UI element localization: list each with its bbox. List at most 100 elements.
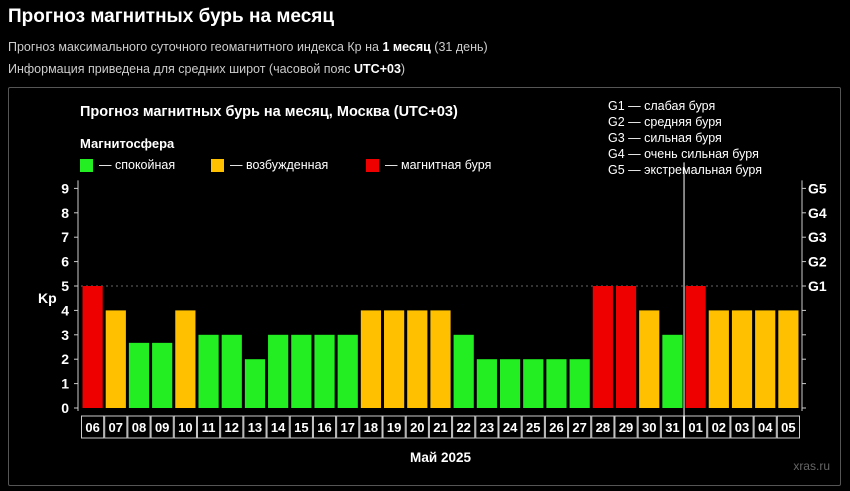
- g-legend-item: G4 — очень сильная буря: [608, 147, 759, 161]
- g-legend-item: G3 — сильная буря: [608, 131, 722, 145]
- bar-12: [221, 334, 242, 408]
- x-tick-label: 21: [433, 420, 447, 435]
- g-tick-label: G3: [808, 229, 827, 245]
- bar-02: [708, 310, 729, 408]
- x-tick-label: 31: [665, 420, 679, 435]
- x-label-box: [312, 415, 337, 439]
- subtitle-text: ): [400, 62, 406, 76]
- y-tick-label: 5: [61, 278, 69, 294]
- x-label-box: [776, 415, 801, 439]
- x-tick-label: 20: [410, 420, 424, 435]
- x-tick-label: 18: [364, 420, 378, 435]
- watermark: xras.ru: [793, 459, 830, 473]
- bar-10: [175, 310, 196, 408]
- legend-label: — спокойная: [99, 158, 176, 172]
- x-tick-label: 07: [109, 420, 123, 435]
- x-tick-label: 12: [225, 420, 239, 435]
- bar-01: [685, 286, 706, 408]
- x-tick-label: 15: [294, 420, 308, 435]
- bar-26: [546, 359, 567, 408]
- x-tick-label: 05: [781, 420, 795, 435]
- bar-27: [569, 359, 590, 408]
- x-tick-label: 22: [456, 420, 470, 435]
- subtitle-timezone: Информация приведена для средних широт (…: [8, 62, 405, 76]
- subtitle-text: Информация приведена для средних широт (…: [8, 62, 354, 76]
- y-tick-label: 3: [61, 327, 69, 343]
- bar-08: [128, 342, 150, 408]
- g-legend-item: G2 — средняя буря: [608, 115, 722, 129]
- bar-03: [731, 310, 753, 408]
- x-label-box: [243, 415, 267, 439]
- x-label-box: [382, 415, 406, 439]
- x-tick-label: 03: [735, 420, 749, 435]
- g-tick-label: G4: [808, 205, 827, 221]
- subtitle-bold: UTC+03: [354, 62, 401, 76]
- bar-07: [105, 310, 126, 408]
- bar-04: [755, 310, 776, 408]
- x-tick-label: 27: [572, 420, 586, 435]
- g-tick-label: G2: [808, 254, 827, 270]
- x-label-box: [753, 415, 777, 439]
- x-tick-label: 23: [480, 420, 494, 435]
- x-label-box: [452, 415, 476, 439]
- subtitle-text: (31 день): [430, 40, 488, 54]
- x-label-box: [544, 415, 569, 439]
- x-tick-label: 16: [317, 420, 331, 435]
- chart-panel: [8, 87, 841, 486]
- subtitle-period: Прогноз максимального суточного геомагни…: [8, 40, 488, 54]
- subtitle-bold: 1 месяц: [382, 40, 431, 54]
- bar-18: [360, 310, 382, 408]
- y-tick-label: 7: [61, 229, 69, 245]
- x-tick-label: 30: [642, 420, 656, 435]
- y-tick-label: 1: [61, 376, 69, 392]
- x-label-box: [150, 415, 174, 439]
- x-tick-label: 02: [712, 420, 726, 435]
- g-legend-item: G1 — слабая буря: [608, 99, 716, 113]
- legend-item-excited: — возбужденная: [211, 158, 328, 172]
- legend-swatch: [366, 158, 379, 172]
- bar-23: [476, 359, 497, 408]
- page-title: Прогноз магнитных бурь на месяц: [8, 6, 335, 27]
- bar-29: [615, 286, 637, 408]
- x-axis-label: Май 2025: [410, 450, 471, 465]
- g-tick-label: G1: [808, 278, 827, 294]
- g-legend-item: G5 — экстремальная буря: [608, 163, 763, 177]
- g-tick-label: G5: [808, 180, 827, 196]
- x-tick-label: 17: [340, 420, 354, 435]
- y-tick-label: 2: [61, 351, 69, 367]
- x-tick-label: 28: [596, 420, 610, 435]
- x-tick-label: 09: [155, 420, 169, 435]
- x-label-box: [81, 415, 105, 439]
- bar-17: [337, 334, 358, 408]
- x-label-box: [591, 415, 615, 439]
- bar-31: [662, 334, 683, 408]
- bar-06: [82, 286, 103, 408]
- legend-label: — возбужденная: [230, 158, 329, 172]
- legend-label: — магнитная буря: [385, 158, 492, 172]
- x-tick-label: 06: [85, 420, 99, 435]
- x-label-box: [475, 415, 499, 439]
- x-label-box: [127, 415, 151, 439]
- subtitle-text: Прогноз максимального суточного геомагни…: [8, 40, 383, 54]
- x-label-box: [730, 415, 754, 439]
- x-tick-label: 25: [526, 420, 540, 435]
- y-axis-label: Kp: [38, 290, 57, 306]
- bar-24: [499, 359, 521, 408]
- y-tick-label: 8: [61, 205, 69, 221]
- x-label-box: [637, 415, 661, 439]
- x-label-box: [660, 415, 685, 439]
- legend-swatch: [80, 158, 93, 172]
- x-label-box: [498, 415, 522, 439]
- x-tick-label: 04: [758, 420, 773, 435]
- bar-05: [778, 310, 799, 408]
- x-tick-label: 29: [619, 420, 633, 435]
- x-label-box: [173, 415, 197, 439]
- legend-item-storm: — магнитная буря: [366, 158, 491, 172]
- bar-20: [407, 310, 428, 408]
- x-label-box: [196, 415, 221, 439]
- x-tick-label: 01: [688, 420, 702, 435]
- bar-14: [268, 334, 289, 408]
- x-label-box: [336, 415, 360, 439]
- x-tick-label: 24: [503, 420, 518, 435]
